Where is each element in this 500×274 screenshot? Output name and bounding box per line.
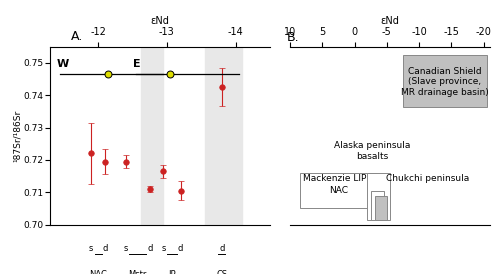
Text: d: d xyxy=(102,244,108,253)
Text: s: s xyxy=(89,244,94,253)
Text: Alaska peninsula
basalts: Alaska peninsula basalts xyxy=(334,141,411,161)
Text: d: d xyxy=(219,244,224,253)
Bar xyxy=(375,196,387,220)
Text: Mackenzie LIP: Mackenzie LIP xyxy=(303,174,366,183)
Text: s: s xyxy=(161,244,166,253)
Text: B.: B. xyxy=(287,31,300,44)
Text: Chukchi peninsula: Chukchi peninsula xyxy=(386,174,469,183)
X-axis label: εNd: εNd xyxy=(150,16,170,26)
X-axis label: εNd: εNd xyxy=(380,16,400,26)
Text: NAC: NAC xyxy=(89,270,107,274)
Bar xyxy=(300,173,377,208)
Text: E: E xyxy=(132,59,140,69)
Bar xyxy=(204,47,242,225)
Bar xyxy=(403,56,487,107)
Y-axis label: ¹87Sr/¹86Sr: ¹87Sr/¹86Sr xyxy=(13,110,22,162)
Text: s: s xyxy=(124,244,128,253)
Text: d: d xyxy=(178,244,184,253)
Text: Mstr: Mstr xyxy=(128,270,147,274)
Text: CS: CS xyxy=(216,270,228,274)
Text: Canadian Shield
(Slave province,
MR drainage basin): Canadian Shield (Slave province, MR drai… xyxy=(401,67,488,96)
Bar xyxy=(368,173,390,220)
Text: IP: IP xyxy=(168,270,176,274)
Text: d: d xyxy=(147,244,152,253)
Text: W: W xyxy=(57,59,69,69)
Text: NAC: NAC xyxy=(329,186,348,195)
Bar xyxy=(140,47,164,225)
Bar xyxy=(370,190,384,220)
Text: A.: A. xyxy=(70,30,83,43)
